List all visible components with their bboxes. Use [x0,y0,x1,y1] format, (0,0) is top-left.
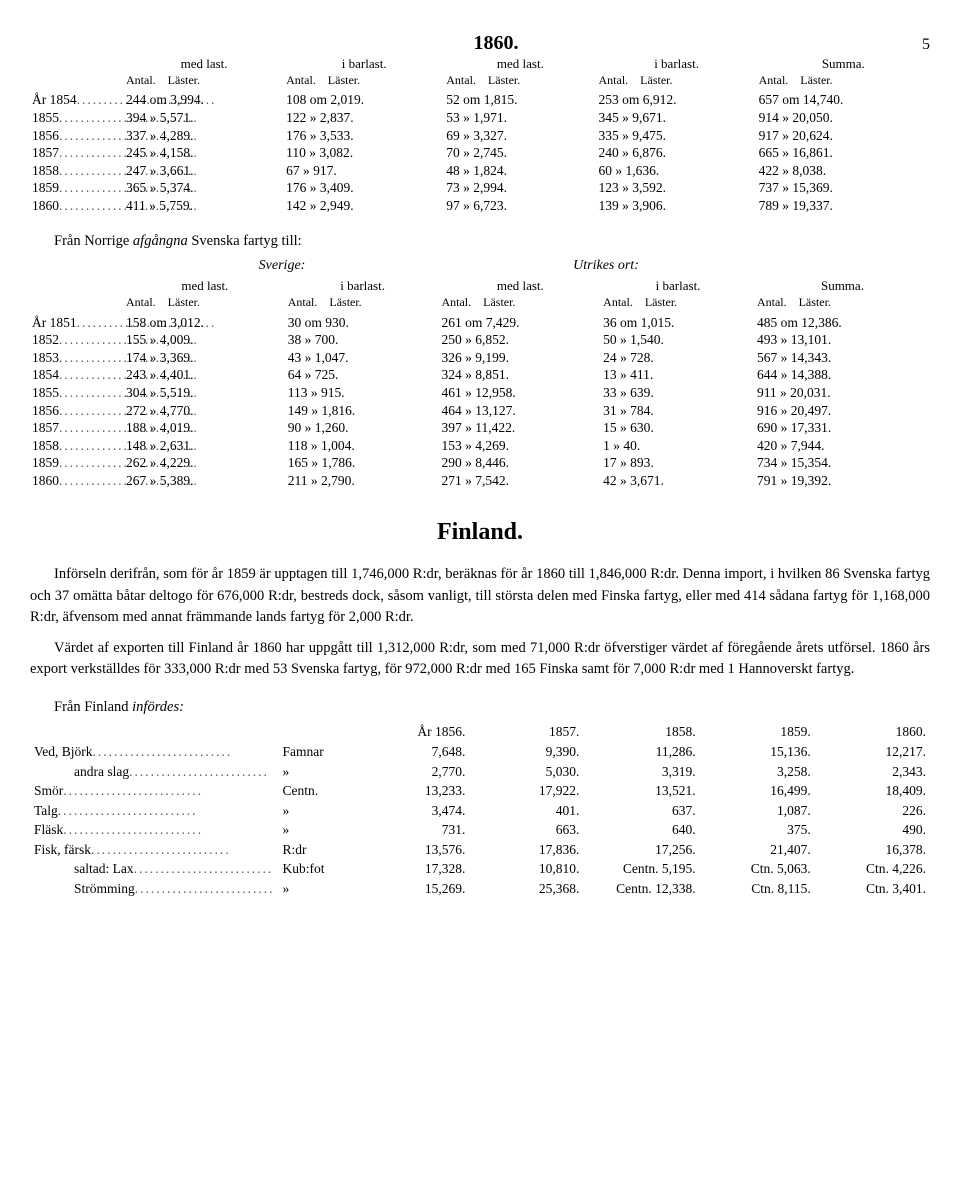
table-row: 1858148 » 2,631.118 » 1,004.153 » 4,269.… [30,437,930,455]
table-row: 1860411 » 5,759.142 » 2,949.97 » 6,723.1… [30,197,930,215]
table-row: År 1851158 om 3,012.30 om 930.261 om 7,4… [30,314,930,332]
paragraph-2: Värdet af exporten till Finland år 1860 … [30,638,930,680]
table-row: Fläsk»731.663.640.375.490. [30,820,930,840]
page-number: 5 [922,35,930,56]
table-row: 1857188 » 4,019.90 » 1,260.397 » 11,422.… [30,419,930,437]
mid-line: Från Norrige afgångna Svenska fartyg til… [30,232,930,251]
paragraph-1: Införseln derifrån, som för år 1859 är u… [30,564,930,627]
table-row: 1852155 » 4,009.38 » 700.250 » 6,852.50 … [30,331,930,349]
table-row: andra slag»2,770.5,030.3,319.3,258.2,343… [30,762,930,782]
table-row: 1856337 » 4,289.176 » 3,533.69 » 3,327.3… [30,127,930,145]
table-row: saltad: LaxKub:fot17,328.10,810.Centn. 5… [30,859,930,879]
table-row: 1859365 » 5,374.176 » 3,409.73 » 2,994.1… [30,179,930,197]
table-row: SmörCentn.13,233.17,922.13,521.16,499.18… [30,781,930,801]
table-row: 1860267 » 5,389.211 » 2,790.271 » 7,542.… [30,472,930,490]
table-row: 1853174 » 3,369.43 » 1,047.326 » 9,199.2… [30,349,930,367]
table-row: 1859262 » 4,229.165 » 1,786.290 » 8,446.… [30,454,930,472]
page-header: 1860. 5 [30,30,930,56]
table-row: 1858247 » 3,661.67 » 917.48 » 1,824.60 »… [30,162,930,180]
finland-title: Finland. [30,517,930,548]
table-row: 1855394 » 5,571.122 » 2,837.53 » 1,971.3… [30,109,930,127]
table-2: med last.i barlast.med last.i barlast.Su… [30,278,930,489]
table-row: År 1854244 om 3,994.108 om 2,019.52 om 1… [30,91,930,109]
goods-table: År 1856.1857.1858.1859.1860.Ved, BjörkFa… [30,722,930,898]
table-1: med last.i barlast.med last.i barlast.Su… [30,56,930,214]
table-row: Fisk, färskR:dr13,576.17,836.17,256.21,4… [30,840,930,860]
table-row: Ved, BjörkFamnar7,648.9,390.11,286.15,13… [30,742,930,762]
infordes-head: Från Finland infördes: [30,698,930,717]
page-year-title: 1860. [70,30,922,56]
brace-left: Sverige: [120,257,444,275]
brace-right: Utrikes ort: [444,257,768,275]
brace-labels: Sverige: Utrikes ort: [30,257,930,275]
table-row: 1855304 » 5,519.113 » 915.461 » 12,958.3… [30,384,930,402]
table-row: 1857245 » 4,158.110 » 3,082.70 » 2,745.2… [30,144,930,162]
table-row: Talg»3,474.401.637.1,087.226. [30,801,930,821]
table-row: 1856272 » 4,770.149 » 1,816.464 » 13,127… [30,402,930,420]
table-row: Strömming»15,269.25,368.Centn. 12,338.Ct… [30,879,930,899]
table-row: 1854243 » 4,401.64 » 725.324 » 8,851.13 … [30,366,930,384]
